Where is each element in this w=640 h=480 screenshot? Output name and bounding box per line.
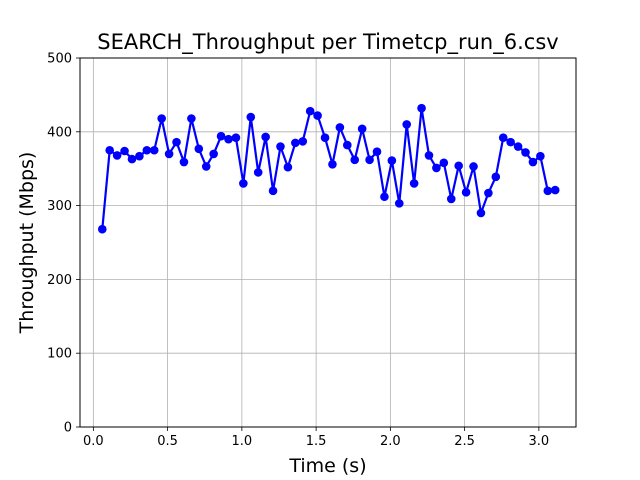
y-tick-label: 200 [47, 273, 72, 288]
plot-frame [80, 58, 576, 427]
data-point [469, 162, 478, 171]
x-tick-label: 2.5 [454, 434, 475, 449]
data-point [336, 123, 345, 132]
data-point [113, 151, 122, 160]
chart-title: SEARCH_Throughput per Timetcp_run_6.csv [97, 30, 558, 55]
data-point [313, 111, 322, 120]
data-point [350, 156, 359, 165]
data-point [261, 133, 270, 142]
throughput-series-line [102, 108, 555, 229]
data-point [373, 147, 382, 156]
data-point [232, 133, 241, 142]
x-tick-label: 0.5 [157, 434, 178, 449]
data-point [120, 147, 129, 156]
data-point [98, 225, 107, 234]
y-tick-label: 0 [64, 421, 72, 436]
data-point [291, 139, 300, 148]
data-point [514, 142, 523, 151]
data-point [477, 209, 486, 218]
data-point [246, 113, 255, 122]
data-point [180, 158, 189, 167]
data-point [536, 152, 545, 161]
data-point [551, 186, 560, 195]
data-point [410, 179, 419, 188]
data-point [462, 188, 471, 197]
data-point [269, 187, 278, 196]
data-point [202, 162, 211, 171]
data-point [454, 161, 463, 170]
data-point [105, 146, 114, 155]
data-point [143, 146, 152, 155]
data-point [499, 133, 508, 142]
data-point [284, 163, 293, 172]
y-tick-label: 300 [47, 199, 72, 214]
data-point [417, 104, 426, 113]
x-tick-label: 3.0 [529, 434, 550, 449]
data-point [298, 137, 307, 146]
y-axis-title: Throughput (Mbps) [16, 152, 38, 335]
data-point [276, 142, 285, 151]
data-point [440, 158, 449, 167]
data-point [187, 114, 196, 123]
x-tick-label: 2.0 [380, 434, 401, 449]
data-point [239, 179, 248, 188]
x-axis-title: Time (s) [288, 455, 366, 477]
data-point [195, 144, 204, 153]
data-point [529, 158, 538, 167]
data-point [217, 132, 226, 141]
data-point [388, 156, 397, 165]
data-point [380, 192, 389, 201]
data-point [135, 152, 144, 161]
data-point [128, 155, 137, 164]
series-layer [98, 104, 560, 234]
data-point [157, 114, 166, 123]
grid-layer [80, 58, 576, 427]
data-point [306, 107, 315, 116]
data-point [425, 151, 434, 160]
x-tick-label: 0.0 [83, 434, 104, 449]
data-point [395, 199, 404, 208]
x-tick-label: 1.5 [306, 434, 327, 449]
data-point [402, 120, 411, 129]
y-tick-label: 400 [47, 125, 72, 140]
data-point [321, 133, 330, 142]
data-point [484, 189, 493, 198]
data-point [328, 160, 337, 169]
data-point [447, 195, 456, 204]
data-point [543, 187, 552, 196]
data-point [432, 164, 441, 173]
data-point [254, 168, 263, 177]
data-point [150, 146, 159, 155]
y-tick-label: 100 [47, 347, 72, 362]
data-point [358, 125, 367, 134]
data-point [492, 173, 501, 182]
data-point [521, 148, 530, 157]
data-point [209, 150, 218, 159]
y-tick-label: 500 [47, 52, 72, 67]
data-point [365, 156, 374, 165]
data-point [224, 135, 233, 144]
tick-layer: 0.0 0.5 1.0 1.5 2.0 2.5 3.0 0 100 200 300 400 500 [47, 52, 549, 450]
x-tick-label: 1.0 [232, 434, 253, 449]
data-point [165, 150, 174, 159]
data-point [506, 138, 515, 147]
data-point [172, 138, 181, 147]
data-point [343, 141, 352, 150]
